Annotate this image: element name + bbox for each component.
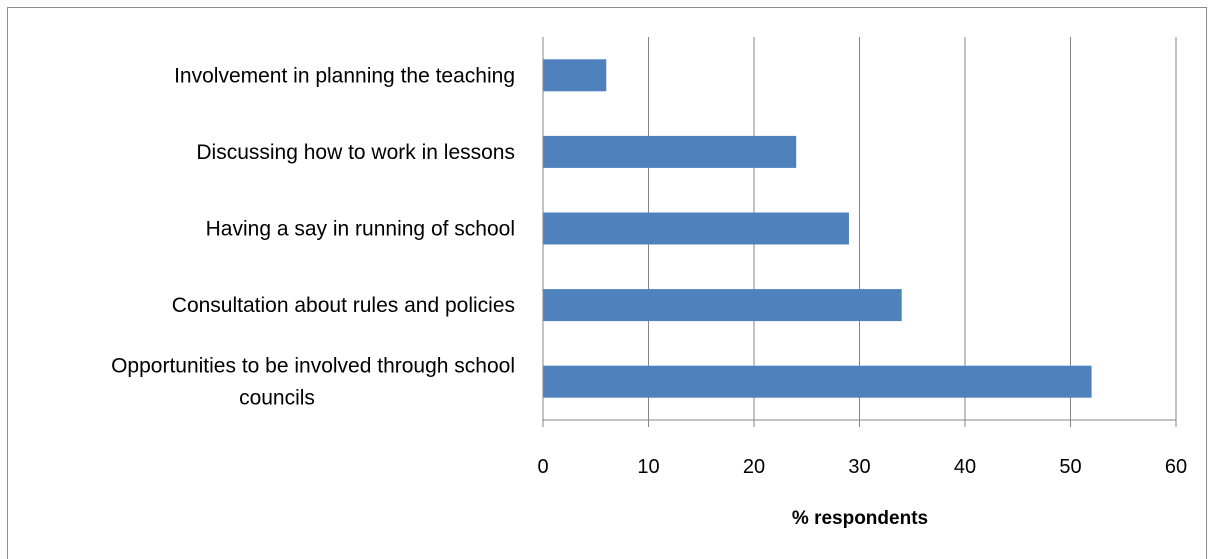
y-category-label: Discussing how to work in lessons <box>196 141 515 164</box>
bar <box>543 365 1092 398</box>
y-category-label: Opportunities to be involved through sch… <box>111 355 515 410</box>
y-category-label: Having a say in running of school <box>206 218 515 241</box>
bar <box>543 135 797 168</box>
bar <box>543 289 902 322</box>
y-category-label: Consultation about rules and policies <box>172 294 515 317</box>
x-tick-label: 10 <box>637 456 659 478</box>
bar <box>543 59 607 92</box>
x-axis-title: % respondents <box>792 508 928 529</box>
x-tick-label: 50 <box>1059 456 1081 478</box>
y-category-label: Involvement in planning the teaching <box>174 64 515 87</box>
x-tick-label: 60 <box>1165 456 1187 478</box>
axes <box>542 37 1177 427</box>
x-tick-label: 0 <box>537 456 548 478</box>
bars <box>543 59 1092 398</box>
tick-labels: 0 10 20 30 40 50 60 <box>537 456 1187 478</box>
chart-frame <box>7 7 1207 559</box>
bar <box>543 212 849 245</box>
x-tick-label: 40 <box>954 456 976 478</box>
x-tick-label: 20 <box>743 456 765 478</box>
x-tick-label: 30 <box>848 456 870 478</box>
category-labels: Involvement in planning the teaching Disc… <box>111 64 515 409</box>
